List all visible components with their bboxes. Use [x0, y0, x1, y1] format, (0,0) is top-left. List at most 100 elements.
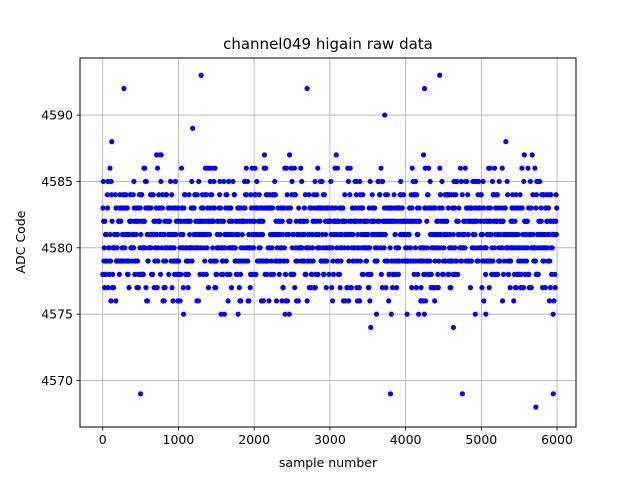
data-point — [253, 192, 259, 198]
data-point — [552, 285, 558, 291]
data-point — [145, 258, 151, 264]
data-point — [248, 192, 254, 198]
data-point — [475, 258, 481, 264]
data-point — [304, 85, 310, 92]
data-point — [334, 245, 340, 251]
data-point — [292, 192, 298, 198]
data-point — [528, 205, 534, 211]
data-point — [140, 271, 146, 277]
data-point — [409, 285, 415, 291]
data-point — [134, 258, 141, 264]
data-point — [365, 231, 371, 238]
data-point — [143, 178, 149, 185]
data-point — [413, 285, 419, 291]
data-point — [103, 271, 109, 277]
data-point — [108, 178, 114, 185]
data-point — [217, 231, 223, 238]
data-point — [214, 271, 220, 277]
data-point — [276, 271, 282, 277]
data-point — [207, 231, 213, 238]
data-point — [378, 271, 384, 277]
data-point — [321, 192, 328, 198]
data-point — [182, 192, 188, 198]
data-point — [323, 231, 329, 238]
data-point — [499, 298, 506, 304]
data-point — [537, 178, 543, 185]
data-point — [220, 271, 226, 277]
data-point — [455, 271, 461, 277]
data-point — [340, 205, 346, 211]
data-point — [435, 271, 441, 277]
data-point — [104, 231, 110, 238]
data-point — [280, 285, 286, 291]
data-point — [404, 311, 410, 317]
data-point — [272, 192, 278, 198]
data-point — [479, 285, 485, 291]
data-point — [280, 231, 286, 238]
data-point — [239, 231, 245, 238]
data-point — [386, 271, 393, 277]
x-tick-label: 2000 — [238, 432, 270, 447]
data-point — [135, 285, 142, 291]
data-point — [334, 165, 341, 171]
data-point — [125, 271, 131, 277]
data-point — [158, 178, 164, 185]
data-point — [377, 192, 383, 198]
chart-title: channel049 higain raw data — [223, 35, 433, 53]
data-point — [319, 178, 325, 185]
data-point — [532, 258, 539, 264]
data-point — [264, 271, 270, 277]
data-point — [490, 258, 496, 264]
data-point — [104, 192, 110, 198]
data-point — [330, 298, 336, 304]
data-point — [324, 258, 330, 264]
data-point — [250, 245, 257, 251]
data-point — [157, 271, 164, 277]
data-point — [387, 245, 393, 251]
data-point — [483, 245, 489, 251]
data-point — [238, 298, 244, 304]
data-point — [157, 218, 163, 224]
data-point — [399, 205, 405, 211]
data-point — [148, 205, 154, 211]
data-point — [521, 178, 527, 185]
data-point — [175, 205, 181, 211]
data-point — [488, 231, 494, 238]
data-point — [221, 178, 227, 185]
data-point — [205, 285, 212, 291]
data-point — [301, 205, 308, 211]
y-tick-label: 4590 — [41, 108, 73, 123]
data-point — [257, 245, 263, 251]
data-point — [286, 311, 292, 317]
data-point — [459, 391, 466, 397]
data-point — [237, 205, 243, 211]
data-point — [369, 192, 375, 198]
data-point — [541, 258, 547, 264]
data-point — [348, 285, 354, 291]
data-points — [100, 72, 560, 410]
data-point — [342, 298, 348, 304]
data-point — [432, 298, 438, 304]
data-point — [155, 258, 161, 264]
data-point — [260, 298, 267, 304]
data-point — [213, 258, 219, 264]
data-point — [236, 285, 242, 291]
data-point — [367, 298, 373, 304]
data-point — [126, 285, 132, 291]
data-point — [178, 165, 185, 171]
data-point — [546, 298, 553, 304]
data-point — [392, 231, 398, 238]
data-point — [366, 205, 372, 211]
data-point — [462, 245, 468, 251]
data-point — [321, 271, 327, 277]
data-point — [513, 192, 519, 198]
data-point — [545, 205, 552, 211]
data-point — [517, 192, 523, 198]
data-point — [345, 178, 351, 185]
data-point — [356, 298, 363, 304]
data-point — [211, 178, 217, 185]
data-point — [220, 258, 226, 264]
data-point — [223, 258, 229, 264]
data-point — [235, 231, 242, 238]
data-point — [519, 205, 525, 211]
